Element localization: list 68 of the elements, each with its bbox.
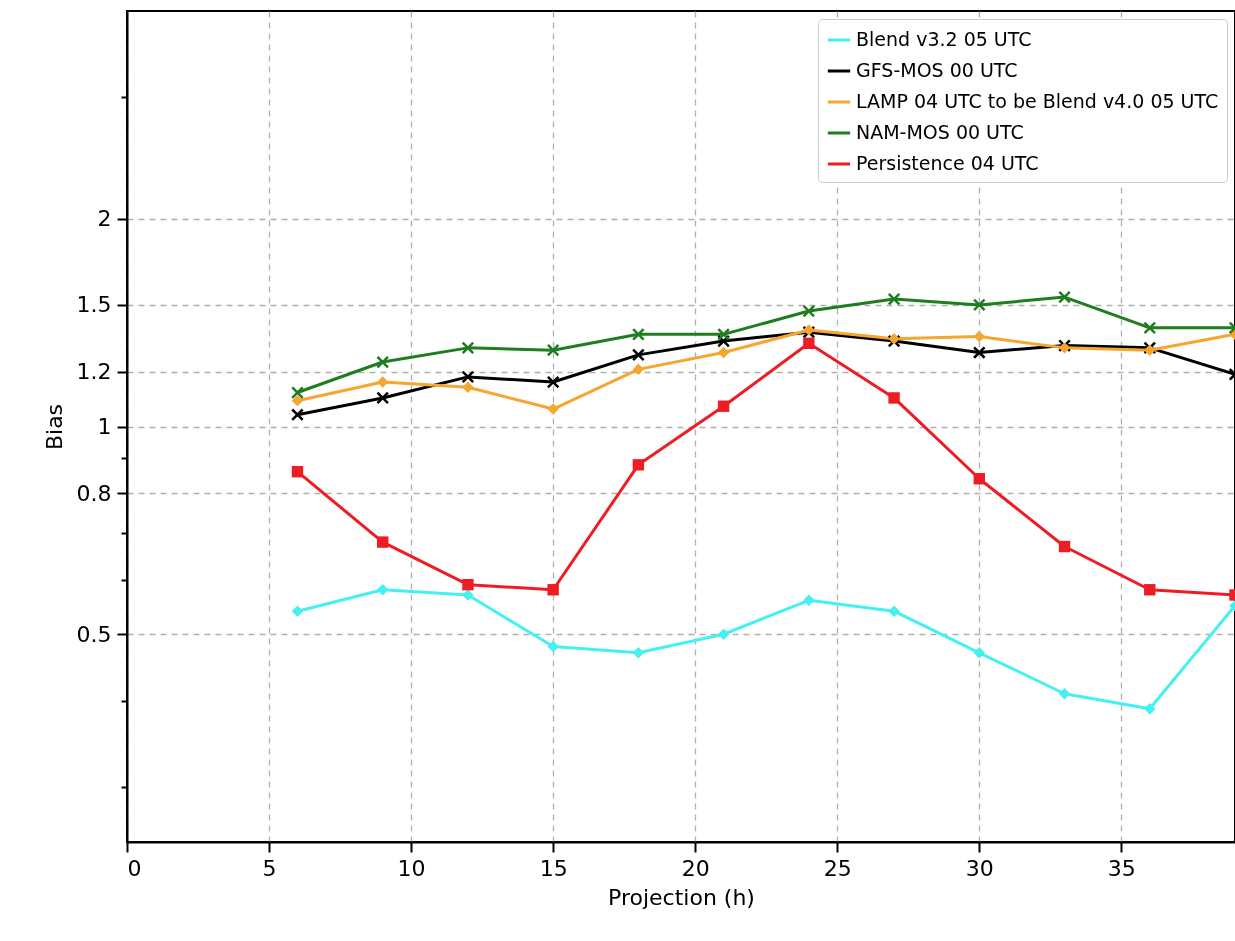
y-tick-label: 0.5 [76, 621, 112, 647]
legend-label: NAM-MOS 00 UTC [856, 121, 1024, 143]
point [717, 628, 730, 640]
point [888, 392, 900, 404]
x-tick-label: 30 [965, 855, 994, 881]
point [631, 327, 645, 341]
point [290, 408, 304, 422]
point [1058, 688, 1071, 700]
legend-label: Persistence 04 UTC [856, 152, 1039, 174]
point [376, 536, 389, 548]
point [717, 334, 731, 348]
point [1058, 540, 1071, 553]
x-tick-label: 20 [681, 855, 710, 881]
x-tick-label: 0 [127, 855, 142, 881]
point [973, 330, 986, 343]
point [547, 640, 559, 653]
point [1144, 584, 1156, 596]
point [803, 594, 815, 606]
point [632, 459, 645, 471]
y-tick-label: 1 [97, 414, 112, 439]
point [972, 346, 986, 360]
point [376, 391, 390, 405]
legend-label: GFS-MOS 00 UTC [856, 59, 1018, 81]
x-tick-label: 35 [1107, 855, 1136, 881]
point [547, 403, 559, 415]
point [376, 355, 390, 369]
point [461, 341, 475, 355]
point [546, 343, 560, 357]
point [632, 647, 645, 659]
x-tick-label: 5 [262, 855, 277, 881]
y-tick-label: 2 [97, 206, 112, 232]
point [973, 647, 986, 659]
legend-label: LAMP 04 UTC to be Blend v4.0 05 UTC [856, 90, 1219, 112]
point [972, 298, 986, 312]
x-tick-label: 25 [823, 855, 852, 881]
point [802, 304, 816, 318]
point [376, 584, 389, 596]
point [631, 348, 645, 362]
point [1143, 321, 1157, 335]
point [888, 605, 900, 617]
point [462, 578, 474, 591]
point [717, 346, 730, 359]
point [461, 370, 475, 384]
point [290, 386, 304, 400]
point [973, 473, 986, 485]
x-tick-label: 10 [397, 855, 426, 881]
point [546, 375, 560, 389]
point [803, 337, 815, 349]
y-tick-label: 1.5 [76, 292, 112, 318]
point [1058, 290, 1072, 304]
x-axis-title: Projection (h) [608, 884, 755, 910]
point [887, 292, 901, 306]
legend-label: Blend v3.2 05 UTC [856, 28, 1032, 50]
point [291, 466, 304, 478]
point [291, 605, 304, 617]
point [547, 584, 559, 596]
point [462, 589, 474, 601]
point [376, 376, 389, 388]
y-axis-title: Bias [41, 403, 67, 451]
point [291, 394, 304, 407]
point [717, 400, 730, 412]
point [632, 363, 645, 376]
point [717, 327, 731, 341]
x-tick-label: 15 [539, 855, 568, 881]
y-tick-label: 1.2 [76, 359, 112, 385]
y-tick-label: 0.8 [76, 480, 112, 506]
point [1144, 703, 1156, 715]
point [462, 381, 474, 393]
